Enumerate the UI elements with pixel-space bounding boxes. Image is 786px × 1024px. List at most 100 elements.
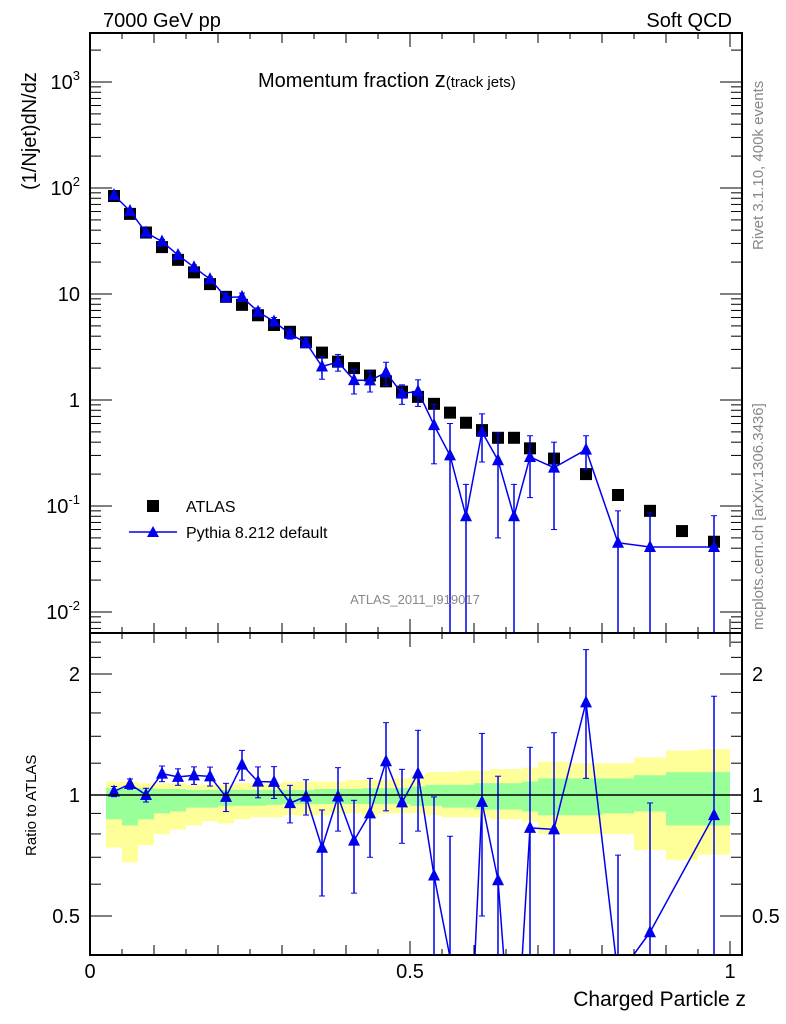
pythia-line [433,424,451,456]
band-inner [122,788,138,826]
chart-title-text: Momentum fraction [258,70,429,92]
ratio-y-axis-label: Ratio to ATLAS [23,755,40,856]
data-series [108,188,720,956]
y-tick-base: 10 [46,496,68,518]
pythia-main [108,188,720,633]
y-tick-exp: -2 [68,598,80,613]
atlas-point [348,362,360,375]
pythia-line [513,456,531,517]
main-panel-frame [89,32,743,634]
pythia-line [449,455,467,517]
pythia-point [316,359,328,372]
header-right: Soft QCD [646,10,732,32]
pythia-ratio-point [524,820,536,833]
y-tick-label: 1 [69,390,80,412]
pythia-line [617,542,651,548]
chart-title-var: z [435,67,446,92]
pythia-ratio-point [396,795,408,808]
y-tick-label: 10 [58,284,80,306]
pythia-point [300,335,312,348]
pythia-ratio-line [521,827,531,956]
pythia-ratio-point [124,777,136,790]
pythia-ratio-point [428,868,440,881]
pythia-point [396,386,408,399]
pythia-ratio-line [481,801,499,881]
pythia-point [348,373,360,386]
pythia-point [644,540,656,553]
x-axis-label: Charged Particle z [573,988,746,1011]
pythia-point [124,203,136,216]
pythia-ratio-point [476,794,488,807]
y-tick-label: 10-1 [46,492,80,518]
pythia-point [108,188,120,201]
pythia-ratio-point [156,766,168,779]
band-inner [506,783,522,810]
pythia-ratio-point [108,784,120,797]
band-inner [170,788,186,812]
pythia-ratio-line [529,827,555,831]
pythia-ratio-point [188,768,200,781]
header-left: 7000 GeV pp [103,10,221,32]
pythia-point [508,509,520,522]
atlas-point [316,346,328,359]
pythia-point [188,260,200,273]
pythia-point [612,535,624,548]
chart-title: Momentum fraction z(track jets) [258,67,516,92]
pythia-point [172,248,184,261]
pythia-line [553,449,587,469]
pythia-point [236,289,248,302]
pythia-point [220,290,232,303]
atlas-point [428,397,440,410]
y-tick-base: 1 [69,390,80,412]
pythia-point [580,442,592,455]
y-tick-base: 10 [46,602,68,624]
pythia-ratio-point [580,695,592,708]
band-inner [202,789,218,808]
y-tick-exp: 3 [73,68,80,83]
ratio-panel-frame [89,632,743,956]
band-inner [346,788,362,804]
pythia-point [140,225,152,238]
pythia-ratio-line [321,796,339,848]
pythia-ratio-line [474,801,483,956]
ratio-tick-label-right: 1 [752,785,763,807]
pythia-line [497,460,515,517]
atlas-point [580,468,592,481]
band-inner [234,789,250,806]
pythia-ratio-line [225,764,243,798]
ratio-tick-label-right: 2 [752,664,763,686]
ratio-tick-label-right: 0.5 [752,906,780,928]
pythia-ratio-point [316,840,328,853]
pythia-point [524,449,536,462]
pythia-ratio-point [252,774,264,787]
pythia-ratio-line [585,702,617,956]
pythia-point [380,365,392,378]
pythia-point [332,355,344,368]
pythia-point [444,448,456,461]
pythia-ratio-point [284,796,296,809]
pythia-ratio [108,649,720,956]
legend-atlas-label: ATLAS [186,499,236,516]
pythia-point [492,453,504,466]
pythia-ratio-line [417,773,435,876]
pythia-ratio-point [348,833,360,846]
ratio-tick-label-left: 2 [69,664,80,686]
pythia-point [476,424,488,437]
atlas-point [612,488,624,501]
pythia-point [284,326,296,339]
ratio-tick-label-left: 0.5 [52,906,80,928]
band-inner [138,788,154,820]
pythia-point [708,540,720,553]
legend-pythia-marker [147,526,159,537]
pythia-ratio-line [369,761,387,814]
pythia-ratio-point [140,788,152,800]
band-inner [666,772,698,826]
pythia-point [156,234,168,247]
y-tick-label: 10-2 [46,598,80,624]
band-inner [154,788,170,814]
pythia-ratio-point [204,769,216,782]
axes-frames [89,32,743,956]
y-tick-base: 10 [58,284,80,306]
